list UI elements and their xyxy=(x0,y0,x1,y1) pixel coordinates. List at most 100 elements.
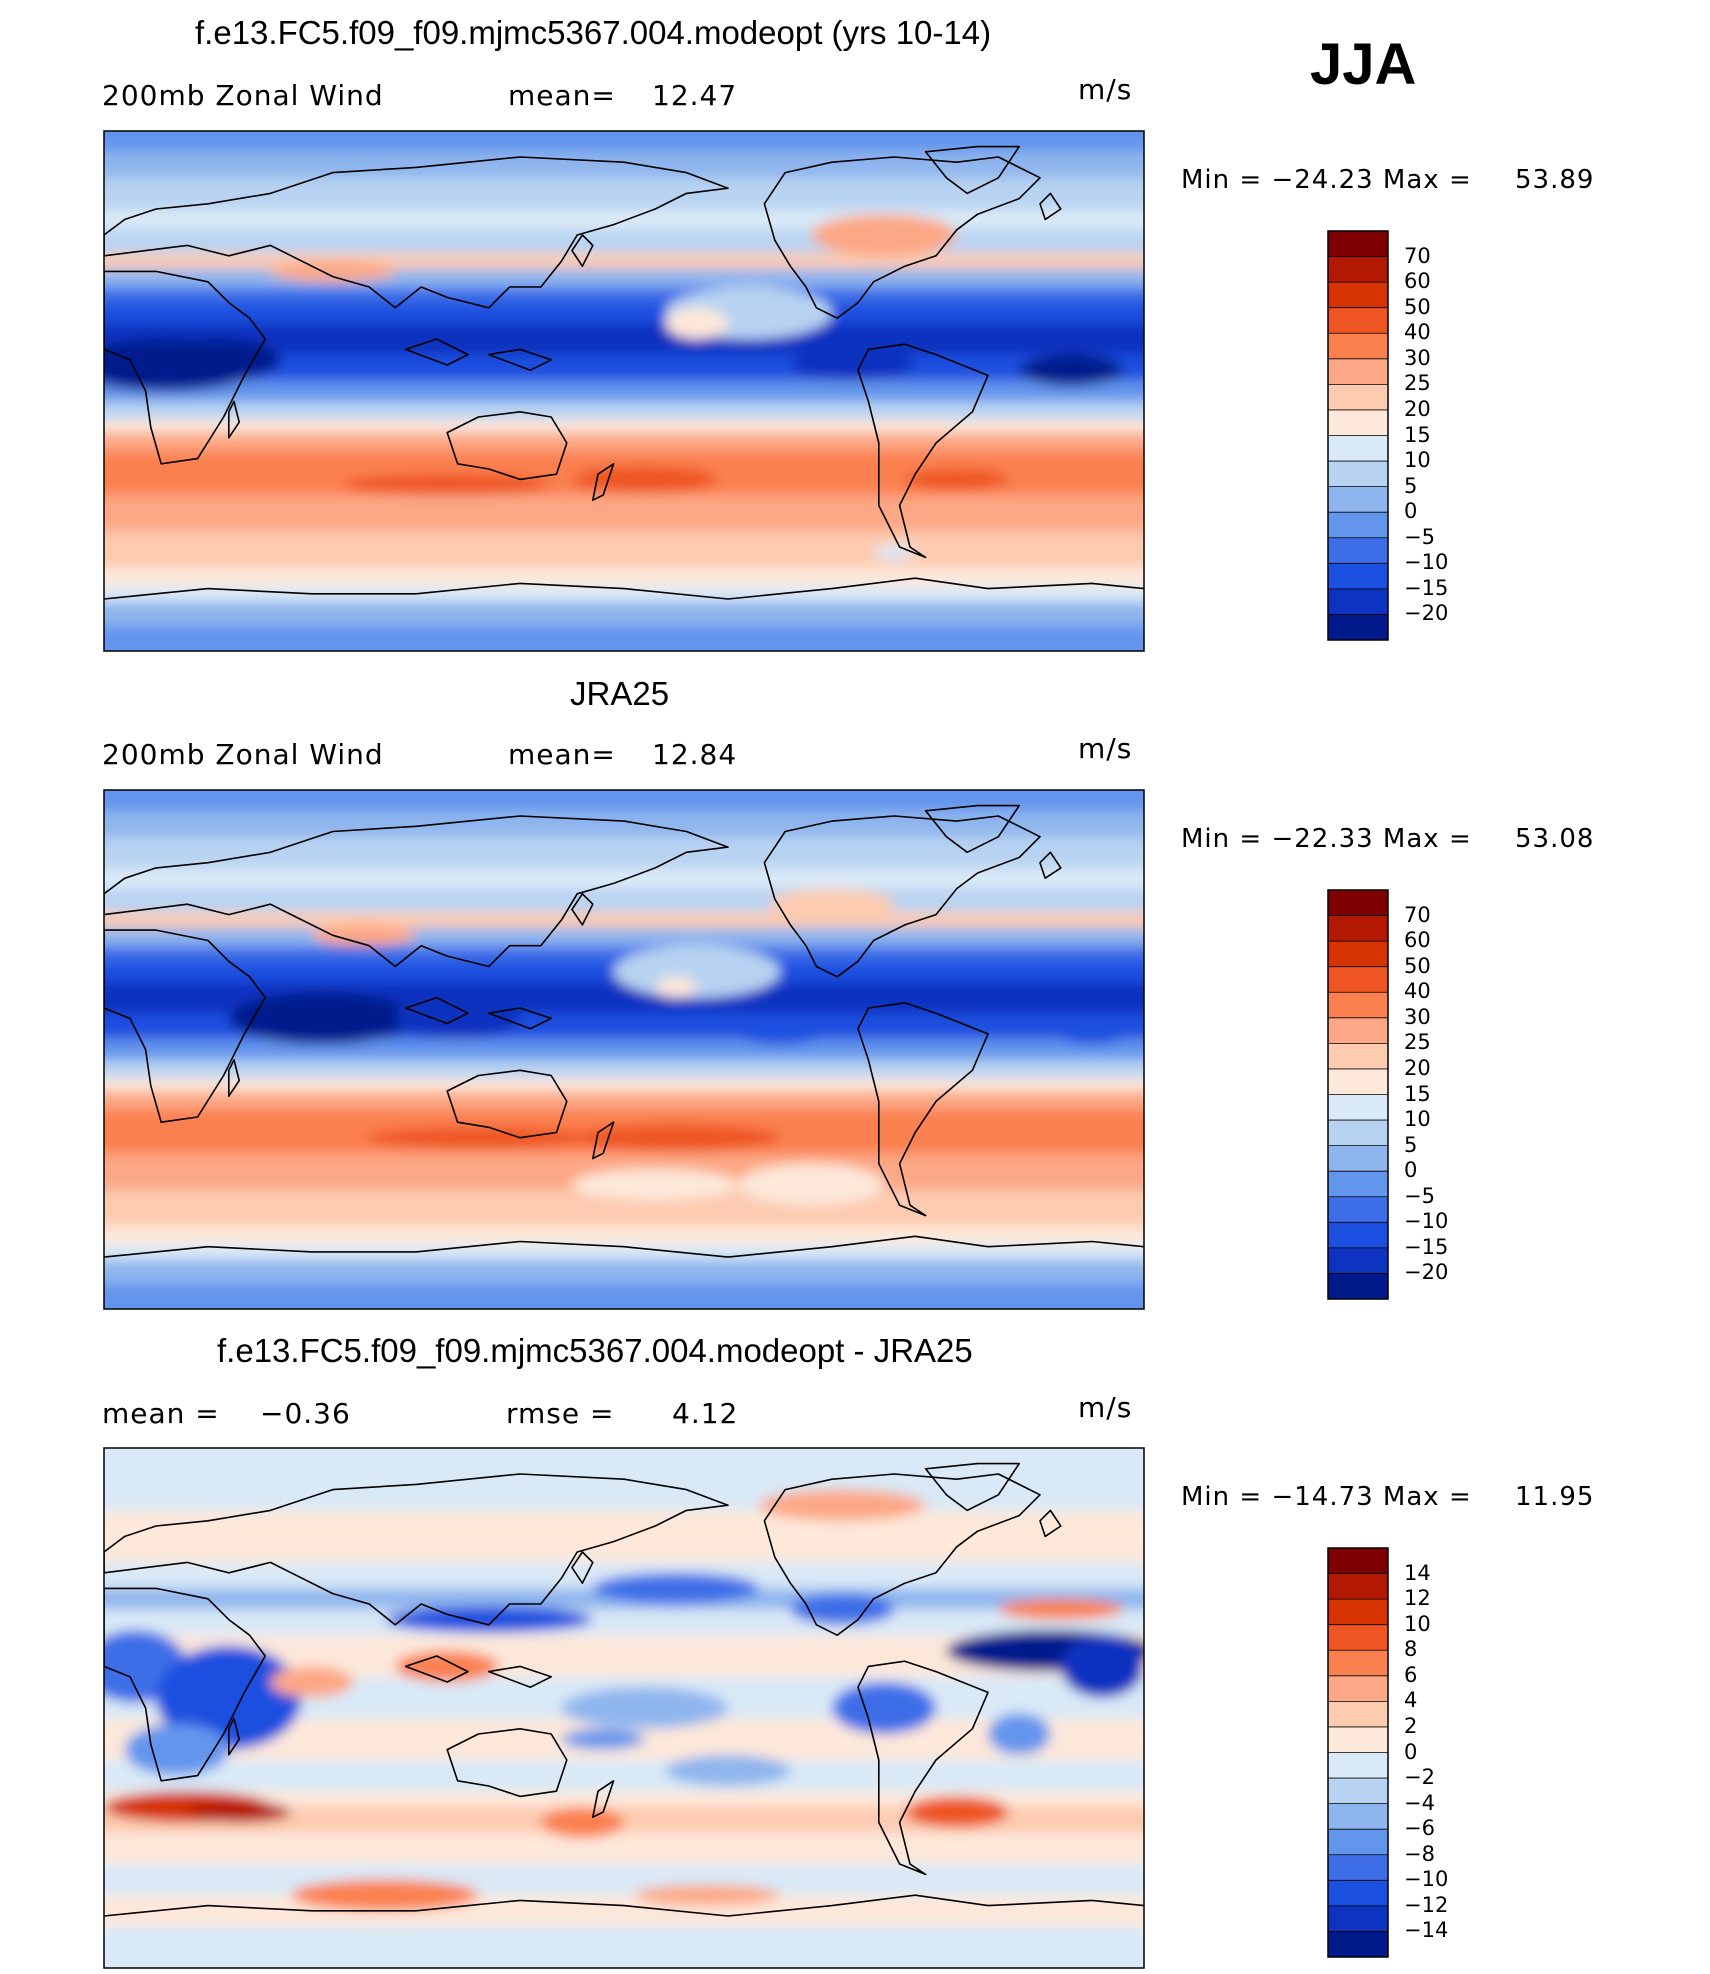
panel-1-colorbar xyxy=(1327,230,1389,641)
panel-2-field-blob-10 xyxy=(312,924,416,946)
panel-1-title: f.e13.FC5.f09_f09.mjmc5367.004.modeopt (… xyxy=(195,14,992,51)
colorbar-cell xyxy=(1328,1726,1388,1753)
panel-3-map xyxy=(103,1447,1145,1969)
colorbar-cell xyxy=(1328,1829,1388,1856)
coastline-3 xyxy=(104,815,729,968)
colorbar-cell xyxy=(1328,1701,1388,1728)
coastline-12 xyxy=(1039,192,1062,221)
panel-3-max-value: 11.95 xyxy=(1515,1482,1595,1512)
colorbar-cell xyxy=(1328,486,1388,513)
panel-1-band-21 xyxy=(104,625,1144,651)
coastline-2 xyxy=(104,270,267,465)
colorbar-cell xyxy=(1328,992,1388,1019)
coastline-4 xyxy=(446,410,568,481)
colorbar-tick-label: 0 xyxy=(1404,1739,1418,1764)
panel-2-field-blob-6 xyxy=(364,1127,593,1149)
colorbar-cell xyxy=(1328,588,1388,615)
coastline-5 xyxy=(104,1894,1144,1917)
colorbar-cell xyxy=(1328,1247,1388,1274)
panel-1-band-19 xyxy=(104,586,1144,603)
colorbar-tick-label: −2 xyxy=(1404,1765,1435,1790)
panel-2-band-11 xyxy=(104,1039,1144,1061)
panel-3-field-blob-15 xyxy=(998,1598,1124,1620)
coastline-9 xyxy=(571,234,594,268)
colorbar-cell xyxy=(1328,563,1388,590)
colorbar-cell xyxy=(1328,1120,1388,1147)
colorbar-cell xyxy=(1328,1675,1388,1702)
coastline-6 xyxy=(924,804,1021,854)
panel-3-field-blob-13 xyxy=(904,1796,1009,1828)
colorbar-tick-label: 4 xyxy=(1404,1688,1418,1713)
colorbar-tick-label: −12 xyxy=(1404,1892,1449,1917)
panel-3-min-max-label: Min = −14.73 Max = xyxy=(1181,1482,1472,1512)
colorbar-tick-label: 30 xyxy=(1404,345,1431,370)
panel-1-band-16 xyxy=(104,495,1144,533)
colorbar-cell xyxy=(1328,966,1388,993)
panel-3-field-blob-16 xyxy=(270,1666,354,1698)
panel-3-mean-value: −0.36 xyxy=(260,1397,351,1430)
coastline-0 xyxy=(763,1473,1041,1636)
panel-1-field-blob-8 xyxy=(904,469,1009,490)
colorbar-tick-label: 40 xyxy=(1404,979,1431,1004)
colorbar-frame xyxy=(1327,230,1389,641)
panel-3-rmse-value: 4.12 xyxy=(672,1397,739,1430)
colorbar-tick-label: 60 xyxy=(1404,269,1431,294)
panel-3-field-blob-18 xyxy=(291,1879,479,1911)
colorbar-cell xyxy=(1328,941,1388,968)
panel-3-band-12 xyxy=(104,1864,1144,1897)
colorbar-tick-label: −10 xyxy=(1404,1209,1449,1234)
colorbar-cell xyxy=(1328,1573,1388,1600)
panel-3-field-blob-9 xyxy=(561,1687,728,1729)
colorbar-cell xyxy=(1328,1145,1388,1172)
colorbar-cell xyxy=(1328,1905,1388,1932)
panel-1-band-7 xyxy=(104,287,1144,304)
colorbar-tick-label: 20 xyxy=(1404,396,1431,421)
colorbar-cell xyxy=(1328,1803,1388,1830)
colorbar-cell xyxy=(1328,1068,1388,1095)
panel-3-field-blob-14 xyxy=(540,1806,625,1838)
coastline-10 xyxy=(591,462,615,502)
panel-2-band-13 xyxy=(104,1078,1144,1093)
coastline-5 xyxy=(104,1235,1144,1258)
panel-2-coastlines xyxy=(104,804,1144,1258)
panel-3-field-blob-20 xyxy=(759,1489,926,1521)
panel-2-band-12 xyxy=(104,1059,1144,1080)
colorbar-cell xyxy=(1328,1017,1388,1044)
colorbar-cell xyxy=(1328,1854,1388,1881)
panel-1-field-blob-9 xyxy=(811,214,957,256)
panel-1-field-blob-10 xyxy=(270,261,396,282)
panel-1-variable-label: 200mb Zonal Wind xyxy=(102,79,384,112)
panel-1-band-13 xyxy=(104,419,1144,434)
panel-3-field-blob-12 xyxy=(187,1801,292,1823)
coastline-10 xyxy=(591,1780,615,1818)
colorbar-tick-label: −14 xyxy=(1404,1918,1449,1943)
colorbar-cell xyxy=(1328,231,1388,258)
panel-1-band-4 xyxy=(104,229,1144,255)
panel-3-field-blob-3 xyxy=(384,1606,593,1633)
colorbar-tick-label: 0 xyxy=(1404,1158,1418,1183)
panel-2-band-21 xyxy=(104,1283,1144,1309)
colorbar-tick-label: 2 xyxy=(1404,1713,1418,1738)
panel-2-variable-label: 200mb Zonal Wind xyxy=(102,738,384,771)
colorbar-tick-label: 6 xyxy=(1404,1662,1418,1687)
coastline-2 xyxy=(104,929,267,1123)
coastline-12 xyxy=(1039,851,1062,880)
coastline-6 xyxy=(924,1462,1021,1512)
panel-3-band-9 xyxy=(104,1791,1144,1808)
coastline-0 xyxy=(763,156,1041,320)
panel-2-band-6 xyxy=(104,927,1144,947)
colorbar-tick-label: 10 xyxy=(1404,1611,1431,1636)
panel-3-field-blob-4 xyxy=(592,1572,760,1604)
panel-2-band-20 xyxy=(104,1259,1144,1285)
panel-3-field-blob-8 xyxy=(832,1682,936,1734)
coastline-8 xyxy=(487,1007,553,1030)
panel-2-field-blob-9 xyxy=(572,1168,739,1201)
panel-3-title: f.e13.FC5.f09_f09.mjmc5367.004.modeopt -… xyxy=(217,1332,973,1369)
panel-1-field-blob-7 xyxy=(572,466,718,493)
colorbar-cell xyxy=(1328,1171,1388,1198)
panel-2-field-blob-4 xyxy=(613,945,780,998)
panel-2-field-blob-7 xyxy=(572,1124,780,1151)
colorbar-cell xyxy=(1328,512,1388,539)
panel-2-map-frame xyxy=(103,789,1145,1310)
panel-3-field-blob-7 xyxy=(1060,1635,1144,1698)
